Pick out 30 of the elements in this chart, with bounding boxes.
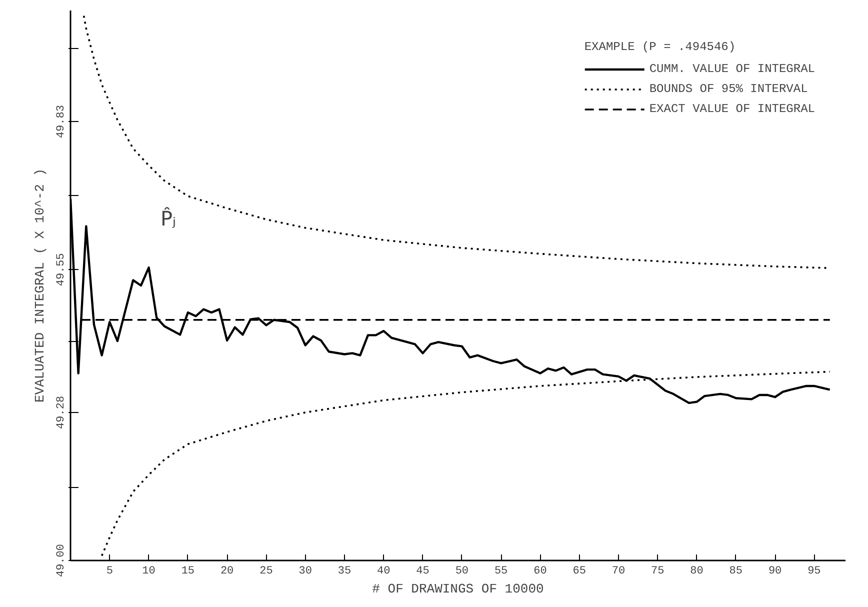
legend-label: CUMM. VALUE OF INTEGRAL xyxy=(649,62,815,76)
x-tick-label: 35 xyxy=(338,566,352,578)
x-tick-label: 55 xyxy=(494,566,508,578)
legend-label: EXACT VALUE OF INTEGRAL xyxy=(649,102,815,116)
x-tick-label: 15 xyxy=(181,566,195,578)
y-tick-label: 49.00 xyxy=(56,544,68,578)
x-tick-label: 5 xyxy=(106,566,113,578)
x-tick-label: 70 xyxy=(612,566,626,578)
legend-title: EXAMPLE (P = .494546) xyxy=(584,40,737,54)
x-tick-label: 20 xyxy=(220,566,234,578)
y-tick-label: 49.28 xyxy=(56,396,68,429)
x-tick-label: 90 xyxy=(768,566,782,578)
x-tick-label: 60 xyxy=(534,566,547,578)
x-tick-label: 45 xyxy=(416,566,430,578)
legend-label: BOUNDS OF 95% INTERVAL xyxy=(649,82,808,96)
x-tick-label: 40 xyxy=(377,566,390,578)
y-tick-label: 49.83 xyxy=(56,105,68,138)
x-tick-label: 95 xyxy=(808,566,821,578)
x-axis-title: # OF DRAWINGS OF 10000 xyxy=(372,582,544,596)
annotation: P̂ⱼ xyxy=(160,206,176,230)
y-axis-title: EVALUATED INTEGRAL ( X 10^-2 ) xyxy=(32,168,48,403)
x-tick-label: 65 xyxy=(572,566,586,578)
x-tick-label: 80 xyxy=(690,566,704,578)
x-tick-label: 50 xyxy=(455,566,469,578)
x-tick-label: 85 xyxy=(729,566,743,578)
x-tick-label: 25 xyxy=(260,566,273,578)
x-tick-label: 30 xyxy=(298,566,312,578)
x-tick-label: 10 xyxy=(142,566,156,578)
y-tick-label: 49.55 xyxy=(56,253,68,286)
x-tick-label: 75 xyxy=(651,566,664,578)
